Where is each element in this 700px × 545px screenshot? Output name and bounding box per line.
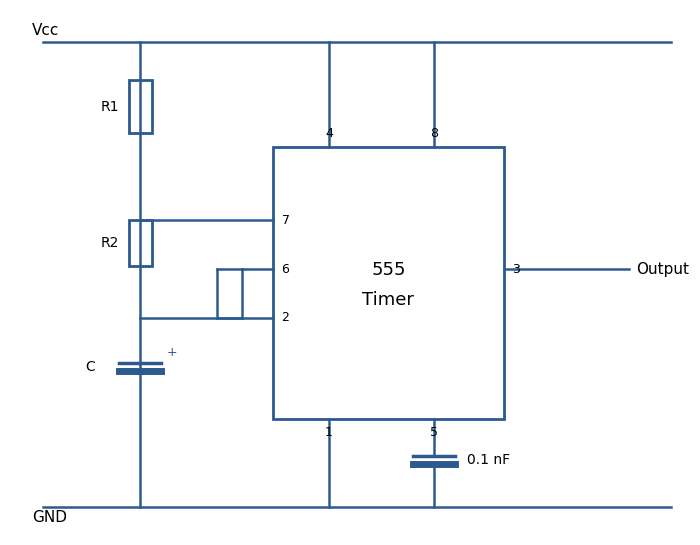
Text: R1: R1 [100, 100, 119, 113]
Text: 0.1 nF: 0.1 nF [468, 453, 510, 467]
Text: 5: 5 [430, 426, 438, 439]
Text: R2: R2 [100, 236, 119, 250]
Text: Vcc: Vcc [32, 23, 60, 39]
Text: C: C [85, 360, 95, 374]
Text: 3: 3 [512, 263, 520, 276]
Text: +: + [167, 346, 178, 359]
Text: 4: 4 [325, 127, 333, 140]
Bar [130, 220, 152, 265]
Text: GND: GND [32, 510, 67, 525]
Text: 8: 8 [430, 127, 438, 140]
Text: 1: 1 [325, 426, 333, 439]
Bar [273, 147, 504, 419]
Text: Timer: Timer [363, 292, 414, 310]
Text: Output: Output [636, 262, 690, 276]
Text: 7: 7 [281, 214, 290, 227]
Text: 2: 2 [281, 311, 289, 324]
Bar [130, 80, 152, 133]
Text: 6: 6 [281, 263, 289, 276]
Text: 555: 555 [371, 262, 406, 280]
